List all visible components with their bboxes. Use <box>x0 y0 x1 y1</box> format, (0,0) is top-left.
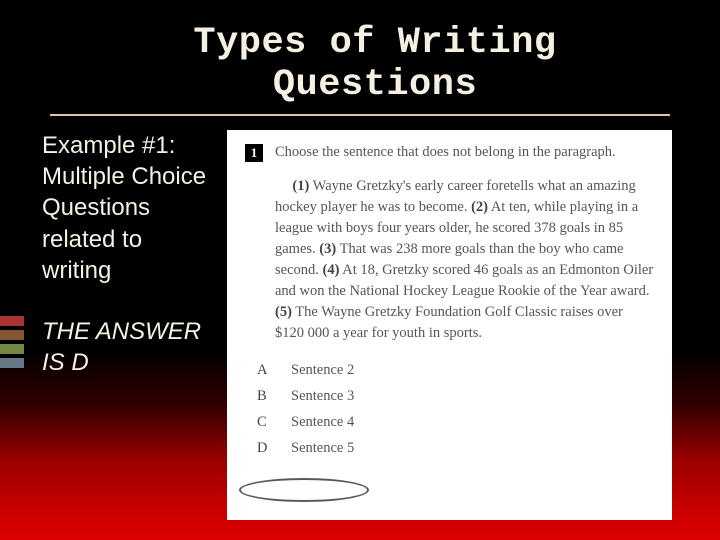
slide-title: Types of Writing Questions <box>50 0 670 116</box>
accent-mark <box>0 344 24 354</box>
choice-letter: C <box>257 414 271 431</box>
choice-letter: D <box>257 440 271 457</box>
choice-letter: A <box>257 362 271 379</box>
choice-letter: B <box>257 388 271 405</box>
question-header: 1 Choose the sentence that does not belo… <box>245 142 654 162</box>
answer-label: THE ANSWER IS D <box>42 316 217 378</box>
sentence-marker: (5) <box>275 304 292 320</box>
choice-row: A Sentence 2 <box>257 362 654 379</box>
answer-choices: A Sentence 2 B Sentence 3 C Sentence 4 D Senten… <box>257 362 654 457</box>
choice-row: B Sentence 3 <box>257 388 654 405</box>
accent-mark <box>0 358 24 368</box>
question-panel: 1 Choose the sentence that does not belo… <box>227 130 672 520</box>
choice-text: Sentence 3 <box>291 388 354 405</box>
sentence-marker: (2) <box>471 199 488 215</box>
choice-text: Sentence 2 <box>291 362 354 379</box>
sentence-text: The Wayne Gretzky Foundation Golf Classi… <box>275 304 623 341</box>
choice-text: Sentence 4 <box>291 414 354 431</box>
left-column: Example #1: Multiple Choice Questions re… <box>42 130 217 520</box>
example-label: Example #1: Multiple Choice Questions re… <box>42 130 217 286</box>
side-accent-marks <box>0 316 30 372</box>
choice-row: D Sentence 5 <box>257 440 654 457</box>
question-number-badge: 1 <box>245 144 263 162</box>
choice-row: C Sentence 4 <box>257 414 654 431</box>
circled-answer-annotation <box>239 478 369 502</box>
question-prompt: Choose the sentence that does not belong… <box>275 142 616 162</box>
question-passage: (1) Wayne Gretzky's early career foretel… <box>275 176 654 344</box>
choice-text: Sentence 5 <box>291 440 354 457</box>
accent-mark <box>0 330 24 340</box>
accent-mark <box>0 316 24 326</box>
content-row: Example #1: Multiple Choice Questions re… <box>0 116 720 520</box>
sentence-marker: (3) <box>319 241 336 257</box>
sentence-marker: (1) <box>292 178 309 194</box>
sentence-marker: (4) <box>323 262 340 278</box>
